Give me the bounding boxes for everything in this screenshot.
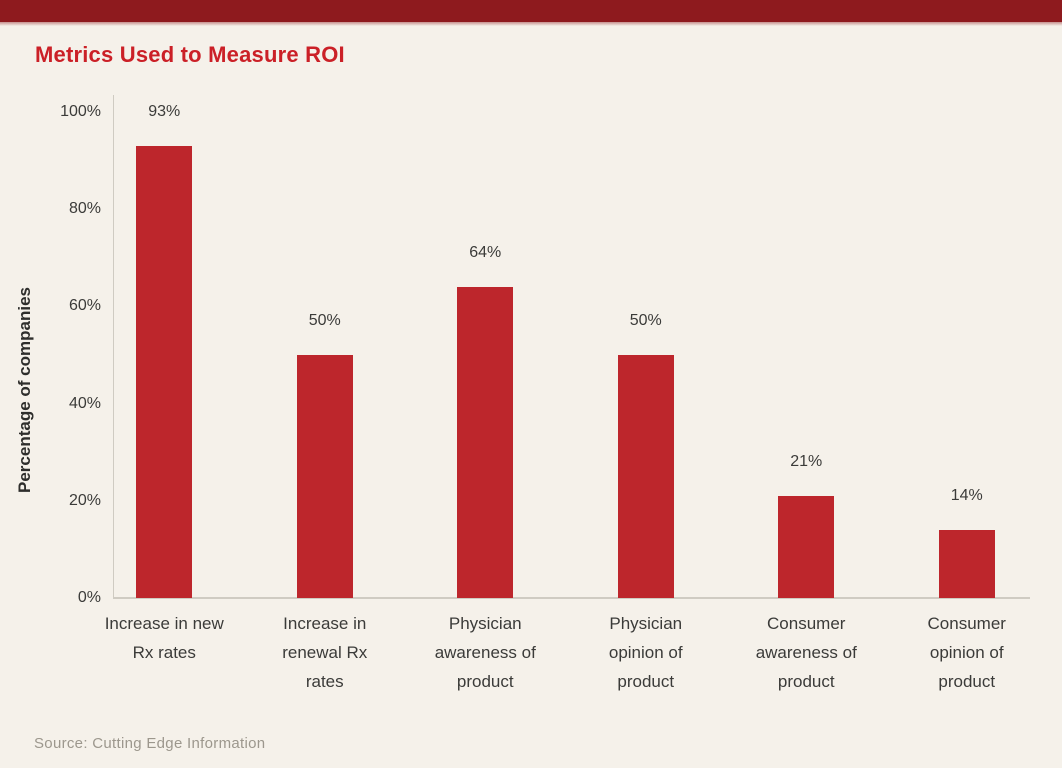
y-axis-line (113, 95, 114, 598)
bar-value-label: 14% (950, 486, 983, 504)
top-banner (0, 0, 1062, 22)
y-tick-label: 0% (77, 589, 101, 606)
x-tick-label: Increase in new Rx rates (104, 614, 224, 662)
y-tick-label: 80% (68, 200, 101, 218)
source-note: Source: Cutting Edge Information (34, 735, 266, 752)
x-tick-label: Physician opinion of product (608, 614, 683, 691)
x-tick-label: Physician awareness of product (434, 614, 536, 691)
bar-value-label: 21% (790, 452, 823, 470)
bar (136, 146, 193, 598)
bar (617, 355, 674, 598)
bar (938, 529, 995, 598)
bar (296, 355, 353, 598)
top-banner-fade (0, 22, 1062, 26)
bar (457, 286, 514, 598)
chart-title: Metrics Used to Measure ROI (35, 42, 345, 67)
bar (778, 495, 835, 598)
bar-value-label: 64% (469, 243, 502, 261)
x-tick-label: Increase in renewal Rx rates (282, 614, 368, 691)
x-tick-label: Consumer awareness of product (755, 614, 857, 691)
bar-value-label: 50% (308, 312, 341, 329)
bar-value-label: 50% (629, 312, 662, 329)
y-tick-label: 40% (68, 394, 101, 412)
bar-value-label: 93% (148, 103, 181, 121)
x-tick-label: Consumer opinion of product (927, 614, 1006, 691)
x-axis-baseline (113, 597, 1030, 599)
y-tick-label: 20% (68, 491, 101, 509)
y-tick-label: 60% (68, 297, 101, 315)
y-tick-label: 100% (60, 103, 101, 120)
